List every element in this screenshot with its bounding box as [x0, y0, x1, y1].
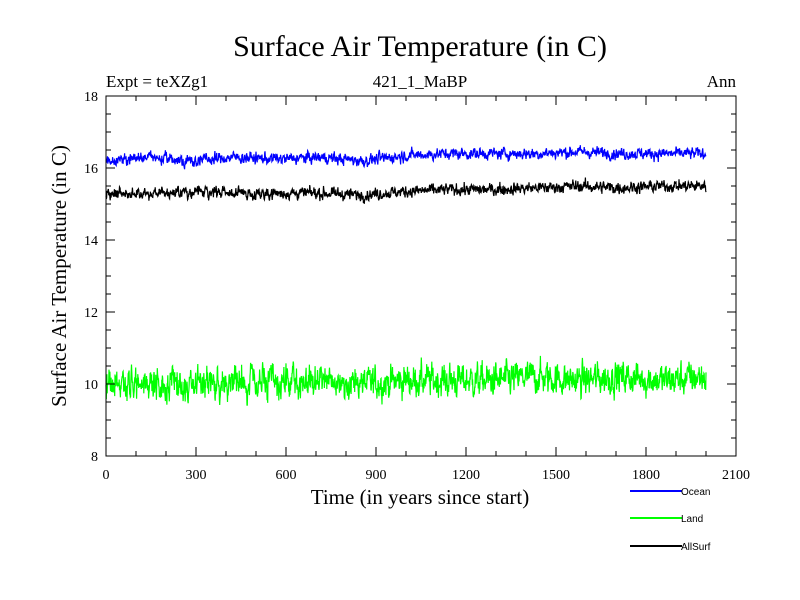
x-tick-label: 300 [186, 468, 207, 483]
series-line-allsurf [105, 177, 707, 204]
x-tick-label: 0 [103, 468, 110, 483]
x-tick-label: 600 [276, 468, 297, 483]
y-tick-label: 8 [91, 450, 98, 465]
y-tick-label: 16 [84, 162, 98, 177]
x-tick-label: 1500 [542, 468, 570, 483]
series-line-ocean [105, 145, 707, 170]
x-tick-label: 2100 [722, 468, 750, 483]
y-tick-label: 10 [84, 378, 98, 393]
legend-label-ocean: Ocean [681, 487, 710, 498]
y-tick-label: 12 [84, 306, 98, 321]
series-line-land [105, 355, 707, 406]
x-axis-label: Time (in years since start) [311, 485, 530, 509]
x-tick-label: 1800 [632, 468, 660, 483]
series-layer [105, 145, 707, 406]
x-tick-label: 1200 [452, 468, 480, 483]
legend: Ocean Land AllSurf [630, 487, 711, 553]
x-tick-label: 900 [366, 468, 387, 483]
y-axis-label: Surface Air Temperature (in C) [47, 145, 71, 407]
experiment-label: Expt = teXZg1 [106, 72, 208, 91]
season-label: Ann [707, 72, 737, 91]
y-tick-label: 18 [84, 90, 98, 105]
chart-subtitle: 421_1_MaBP [373, 72, 467, 91]
legend-label-allsurf: AllSurf [681, 542, 711, 553]
chart-title: Surface Air Temperature (in C) [233, 30, 607, 63]
y-tick-label: 14 [84, 234, 98, 249]
legend-label-land: Land [681, 514, 703, 525]
tick-layer: 0 300 600 900 1200 1500 1800 2100 8 10 12 14 16 18 [84, 90, 750, 483]
